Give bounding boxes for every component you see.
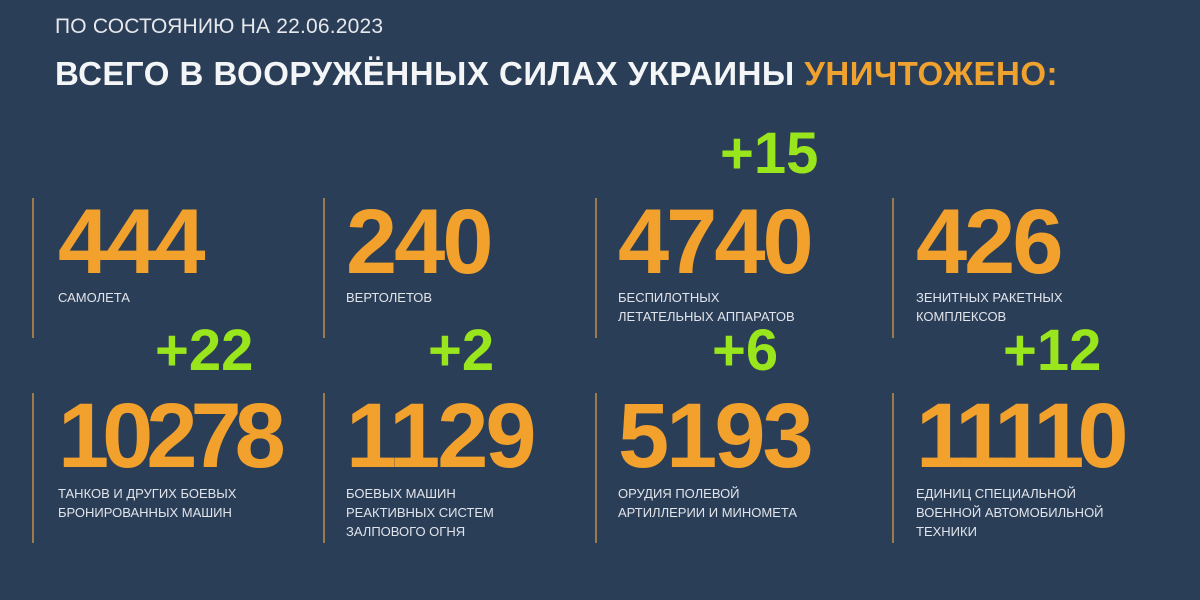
stat-label-line: РЕАКТИВНЫХ СИСТЕМ [346, 505, 494, 520]
stat-label: ЗЕНИТНЫХ РАКЕТНЫХ КОМПЛЕКСОВ [916, 288, 1063, 326]
stat-label: ТАНКОВ И ДРУГИХ БОЕВЫХ БРОНИРОВАННЫХ МАШИ… [58, 484, 236, 522]
stat-delta: +6 [712, 318, 779, 383]
divider [892, 198, 894, 338]
stat-value: 240 [346, 191, 493, 293]
stat-label-line: ЗЕНИТНЫХ РАКЕТНЫХ [916, 290, 1063, 305]
stat-value: 4740 [618, 191, 814, 293]
stat-delta: +15 [720, 121, 819, 186]
stat-label-line: ТАНКОВ И ДРУГИХ БОЕВЫХ [58, 486, 237, 501]
stat-label: ОРУДИЯ ПОЛЕВОЙ АРТИЛЛЕРИИ И МИНОМЕТА [618, 484, 797, 522]
stat-delta: +2 [428, 318, 495, 383]
stat-label-line: БРОНИРОВАННЫХ МАШИН [58, 505, 232, 520]
divider [32, 198, 34, 338]
stat-label-line: ВЕРТОЛЕТОВ [346, 290, 433, 305]
divider [892, 393, 894, 543]
stat-label-line: ОРУДИЯ ПОЛЕВОЙ [618, 486, 740, 501]
stat-label: САМОЛЕТА [58, 288, 130, 307]
stat-value: 11110 [916, 385, 1129, 487]
stat-label-line: КОМПЛЕКСОВ [916, 309, 1007, 324]
divider [323, 198, 325, 338]
stat-label-line: БЕСПИЛОТНЫХ [618, 290, 720, 305]
divider [595, 393, 597, 543]
stat-label-line: БОЕВЫХ МАШИН [346, 486, 456, 501]
title-highlight: УНИЧТОЖЕНО: [804, 55, 1059, 92]
stat-value: 10278 [58, 385, 286, 487]
stat-value: 1129 [346, 385, 537, 487]
stat-label-line: ЗАЛПОВОГО ОГНЯ [346, 524, 466, 539]
stat-delta: +22 [155, 318, 254, 383]
stat-label: БЕСПИЛОТНЫХ ЛЕТАТЕЛЬНЫХ АППАРАТОВ [618, 288, 795, 326]
stat-label: ВЕРТОЛЕТОВ [346, 288, 432, 307]
stat-label: БОЕВЫХ МАШИН РЕАКТИВНЫХ СИСТЕМ ЗАЛПОВОГО О… [346, 484, 494, 541]
stat-label: ЕДИНИЦ СПЕЦИАЛЬНОЙ ВОЕННОЙ АВТОМОБИЛЬНОЙ Т… [916, 484, 1104, 541]
stat-label-line: ЛЕТАТЕЛЬНЫХ АППАРАТОВ [618, 309, 795, 324]
stat-label-line: ВОЕННОЙ АВТОМОБИЛЬНОЙ [916, 505, 1104, 520]
stat-label-line: ЕДИНИЦ СПЕЦИАЛЬНОЙ [916, 486, 1077, 501]
stat-label-line: ТЕХНИКИ [916, 524, 977, 539]
divider [32, 393, 34, 543]
stat-delta: +12 [1003, 318, 1102, 383]
stat-label-line: АРТИЛЛЕРИИ И МИНОМЕТА [618, 505, 798, 520]
date-subtitle: ПО СОСТОЯНИЮ НА 22.06.2023 [55, 15, 384, 38]
stat-label-line: САМОЛЕТА [58, 290, 130, 305]
title-text: ВСЕГО В ВООРУЖЁННЫХ СИЛАХ УКРАИНЫ [55, 55, 795, 92]
divider [595, 198, 597, 338]
stat-value: 426 [916, 191, 1063, 293]
divider [323, 393, 325, 543]
page-title: ВСЕГО В ВООРУЖЁННЫХ СИЛАХ УКРАИНЫ УНИЧТО… [55, 55, 1058, 93]
stat-value: 5193 [618, 385, 814, 487]
stat-value: 444 [58, 191, 205, 293]
